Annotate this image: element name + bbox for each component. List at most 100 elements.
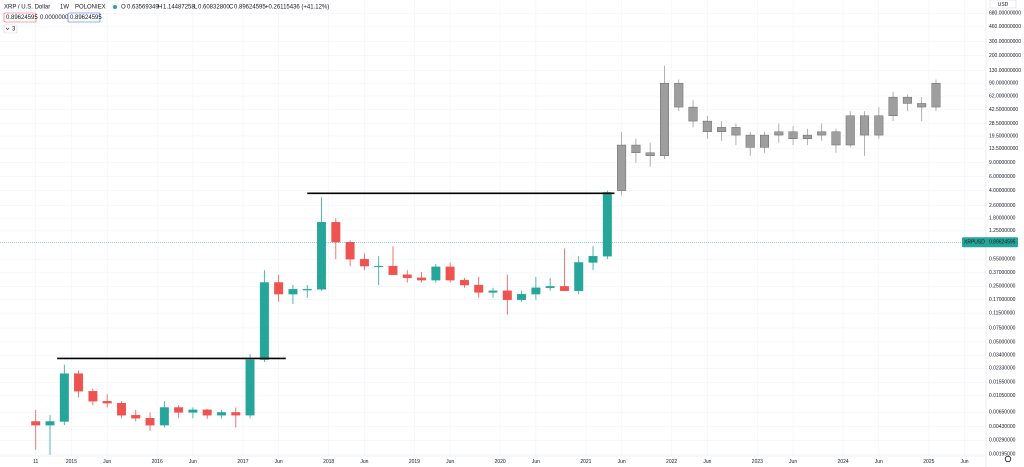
candle-body bbox=[274, 282, 284, 295]
candle-body bbox=[659, 82, 669, 156]
y-tick-label: 0.00195000 bbox=[989, 451, 1016, 457]
candle-body bbox=[145, 417, 155, 426]
candle-body bbox=[617, 144, 627, 191]
candle-body bbox=[331, 222, 341, 243]
x-tick-label: Jun bbox=[532, 459, 540, 465]
input-value[interactable]: 0.89624595 bbox=[70, 15, 102, 21]
candle-body bbox=[288, 289, 298, 295]
candle-body bbox=[760, 134, 769, 148]
candle-body bbox=[545, 286, 555, 289]
candle-body bbox=[417, 277, 427, 281]
candle-body bbox=[359, 258, 369, 267]
candle-body bbox=[917, 103, 927, 108]
input-box[interactable] bbox=[67, 12, 101, 23]
x-tick-label: Jun bbox=[189, 459, 197, 465]
y-tick-label: 200.00000000 bbox=[989, 53, 1021, 59]
candle-body bbox=[88, 391, 98, 402]
change-value: +0.26115436 (+41.12%) bbox=[265, 5, 329, 11]
low-value: 0.60832800 bbox=[198, 5, 230, 11]
y-tick-label: 0.01550000 bbox=[989, 380, 1016, 386]
x-tick-label: 2025 bbox=[923, 459, 934, 465]
y-tick-label: 0.00430000 bbox=[989, 424, 1016, 430]
symbol-title: XRP / U.S. Dollar bbox=[4, 5, 50, 11]
candle-body bbox=[116, 402, 126, 416]
candle-body bbox=[102, 400, 112, 404]
y-tick-label: 0.03400000 bbox=[989, 353, 1016, 359]
candle-body bbox=[474, 284, 484, 293]
candle-body bbox=[31, 421, 41, 426]
candle-body bbox=[845, 115, 855, 146]
y-tick-label: 0.02330000 bbox=[989, 366, 1016, 372]
input-value[interactable]: 0.00000000 bbox=[40, 15, 72, 21]
y-tick-label: 6.00000000 bbox=[989, 174, 1016, 180]
candle-body bbox=[317, 222, 327, 290]
candle-body bbox=[774, 131, 784, 136]
y-tick-label: 130.00000000 bbox=[989, 68, 1021, 74]
candle-body bbox=[245, 359, 255, 416]
collapse-button[interactable] bbox=[3, 24, 18, 34]
candle-body bbox=[388, 265, 398, 275]
x-tick-label: 2017 bbox=[237, 459, 248, 465]
x-tick-label: 2022 bbox=[666, 459, 677, 465]
currency-box[interactable] bbox=[989, 0, 1017, 9]
candle-body bbox=[888, 96, 898, 116]
candle-body bbox=[688, 106, 698, 122]
y-tick-label: 42.50000000 bbox=[989, 107, 1018, 113]
x-tick-label: 11 bbox=[33, 459, 38, 465]
y-tick-label: 19.50000000 bbox=[989, 133, 1018, 139]
candle-body bbox=[674, 82, 684, 108]
candle-body bbox=[731, 127, 741, 136]
candle-body bbox=[402, 274, 412, 279]
candle-body bbox=[445, 266, 455, 281]
candle-body bbox=[802, 134, 812, 139]
y-tick-label: 680.00000000 bbox=[989, 11, 1021, 17]
x-tick-label: Jun bbox=[103, 459, 111, 465]
candle-body bbox=[645, 152, 655, 156]
candle-body bbox=[174, 407, 184, 413]
x-tick-label: Jun bbox=[618, 459, 626, 465]
interval: 1W bbox=[60, 5, 69, 11]
x-tick-label: 2021 bbox=[580, 459, 591, 465]
symbol-tag: XRPUSD bbox=[964, 240, 985, 246]
axes: 680.00000000 460.00000000 300.00000000 200.… bbox=[33, 11, 1021, 465]
indicator-count[interactable]: 3 bbox=[12, 27, 16, 33]
y-tick-label: 0.00650000 bbox=[989, 410, 1016, 416]
y-tick-label: 0.37000000 bbox=[989, 270, 1016, 276]
candle-body bbox=[159, 407, 169, 426]
y-tick-label: 9.00000000 bbox=[989, 160, 1016, 166]
x-tick-label: Jun bbox=[446, 459, 454, 465]
y-tick-label: 1.80000000 bbox=[989, 216, 1016, 222]
header: XRP / U.S. Dollar 1W POLONIEX O 0.635693… bbox=[3, 5, 329, 34]
currency: USD bbox=[998, 2, 1009, 8]
input-box[interactable] bbox=[3, 12, 37, 23]
candle-body bbox=[588, 255, 598, 263]
candle-body bbox=[488, 290, 498, 293]
close-label: C bbox=[229, 5, 234, 11]
candle-body bbox=[217, 412, 226, 416]
candle-body bbox=[231, 412, 241, 416]
x-tick-label: Jun bbox=[275, 459, 283, 465]
y-tick-label: 0.17000000 bbox=[989, 297, 1016, 303]
y-tick-label: 1.25000000 bbox=[989, 228, 1016, 234]
close-value: 0.89624595 bbox=[234, 5, 266, 11]
candle-body bbox=[788, 131, 798, 139]
open-label: O bbox=[121, 5, 126, 11]
candle-body bbox=[431, 266, 441, 281]
input-value[interactable]: 0.89624595 bbox=[6, 15, 38, 21]
x-tick-label: 2024 bbox=[838, 459, 849, 465]
y-tick-label: 13.50000000 bbox=[989, 146, 1018, 152]
x-tick-label: Jun bbox=[789, 459, 797, 465]
candle-body bbox=[188, 409, 198, 413]
settings-icon[interactable] bbox=[1004, 455, 1012, 463]
y-tick-label: 0.07500000 bbox=[989, 325, 1016, 331]
candle-body bbox=[817, 131, 827, 136]
candle-body bbox=[74, 373, 84, 392]
x-tick-label: 2018 bbox=[323, 459, 334, 465]
candle-body bbox=[131, 414, 141, 419]
y-tick-label: 62.00000000 bbox=[989, 93, 1018, 99]
y-tick-label: 4.00000000 bbox=[989, 188, 1016, 194]
x-tick-label: 2020 bbox=[495, 459, 506, 465]
candle-body bbox=[517, 293, 527, 300]
candle-body bbox=[717, 127, 727, 132]
candle-body bbox=[860, 115, 870, 136]
